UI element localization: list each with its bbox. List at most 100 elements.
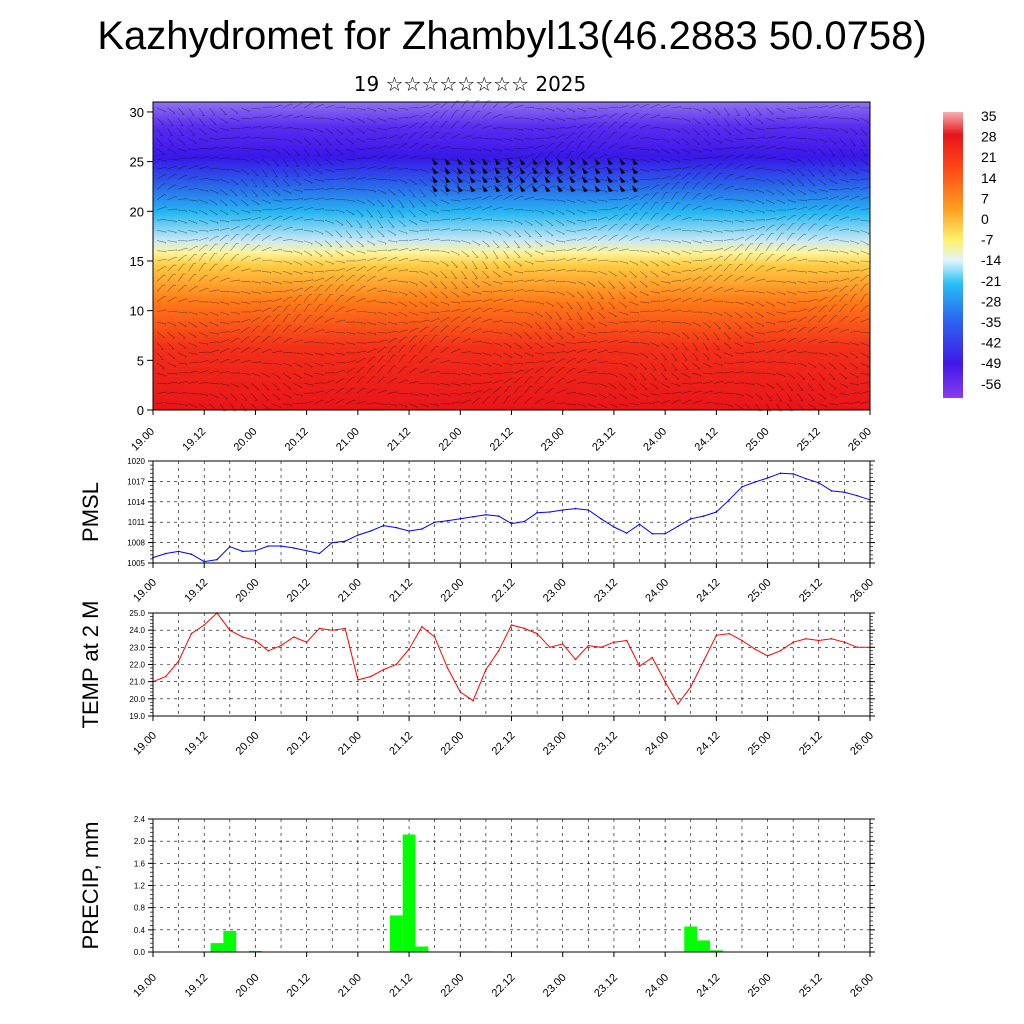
heatmap-x-tick-label: 25.00 <box>744 426 772 454</box>
y-tick-label: 21.0 <box>129 678 145 687</box>
x-tick-label: 26.00 <box>848 577 876 605</box>
heatmap-x-tick-label: 20.00 <box>232 426 260 454</box>
heatmap-x-tick-label: 23.00 <box>539 426 567 454</box>
wind-barb-flag <box>457 185 463 192</box>
pmsl-point <box>600 518 602 520</box>
pmsl-point <box>728 499 730 501</box>
colorbar-scale <box>943 112 963 398</box>
wind-barb-flag <box>544 176 551 183</box>
temp-point <box>715 634 718 637</box>
precip-bar <box>249 950 262 952</box>
x-tick-label: 20.12 <box>285 972 313 1000</box>
temp-point <box>613 641 615 643</box>
x-tick-label: 21.00 <box>336 577 364 605</box>
wind-barb-row <box>156 201 871 218</box>
y-tick-label: 1008 <box>127 539 145 548</box>
temp-point <box>638 665 641 667</box>
pmsl-point <box>229 545 231 548</box>
x-tick-label: 19.12 <box>182 972 210 1000</box>
pmsl-point <box>664 533 666 535</box>
pmsl-point <box>421 528 423 530</box>
x-tick-label: 22.12 <box>490 972 518 1000</box>
pmsl-point <box>267 545 270 547</box>
wind-barb-row <box>156 365 870 381</box>
temp-point <box>536 632 538 635</box>
pmsl-point <box>715 511 718 513</box>
temp-point <box>382 668 385 671</box>
pmsl-point <box>856 494 858 497</box>
temp-point <box>510 624 513 626</box>
x-tick-label: 23.00 <box>541 730 569 758</box>
wind-barb-flag <box>544 158 551 165</box>
wind-barb-row <box>156 385 871 402</box>
wind-barb-row <box>156 273 870 289</box>
y-tick-label: 1017 <box>127 477 145 486</box>
temp-point <box>254 639 257 642</box>
pmsl-point <box>485 513 487 516</box>
temp-point <box>472 699 474 702</box>
temp-point <box>305 641 308 643</box>
temp-point <box>165 675 167 678</box>
temp-2m-panel: 19.0 20.0 21.0 22.0 23.0 24.0 25.0 19.00 19.12 20… <box>78 601 876 758</box>
pmsl-point <box>446 520 449 522</box>
x-tick-label: 21.12 <box>387 577 415 605</box>
wind-barb-row <box>156 181 871 197</box>
y-tick-label: 1.2 <box>134 882 146 891</box>
wind-barb-row <box>156 252 870 269</box>
pmsl-point <box>638 523 641 525</box>
pmsl-point <box>677 525 679 528</box>
wind-barb-flag <box>619 185 626 192</box>
temp-axis-label: TEMP at 2 M <box>78 601 103 729</box>
x-tick-label: 22.12 <box>490 730 518 758</box>
x-tick-label: 25.12 <box>797 730 825 758</box>
colorbar-label: -21 <box>981 273 1001 289</box>
pmsl-point <box>318 552 321 555</box>
pmsl-point <box>357 534 359 536</box>
colorbar-label: 35 <box>981 108 997 124</box>
temp-point <box>190 632 193 635</box>
x-tick-label: 25.00 <box>746 972 774 1000</box>
heatmap-x-tick-label: 21.12 <box>385 426 413 454</box>
wind-barb-flag <box>632 158 638 165</box>
wind-barb-row <box>156 212 870 229</box>
x-tick-label: 26.00 <box>848 972 876 1000</box>
pmsl-point <box>536 511 538 514</box>
y-tick-label: 1014 <box>127 498 145 507</box>
pmsl-point <box>241 550 244 553</box>
pmsl-point <box>395 526 398 529</box>
wind-barb-flag <box>507 185 513 192</box>
wind-barb-row <box>156 191 871 208</box>
heatmap-x-tick-label: 25.12 <box>795 426 823 454</box>
wind-barb-flag <box>494 185 501 192</box>
pmsl-point <box>613 526 615 528</box>
temp-point <box>293 636 295 638</box>
wind-barb-flag <box>507 167 513 174</box>
pmsl-point <box>459 518 462 520</box>
pmsl-point <box>472 516 474 518</box>
wind-barb-flag <box>582 167 588 174</box>
temp-point <box>395 663 398 666</box>
y-tick-label: 1011 <box>128 518 146 527</box>
temp-point <box>241 636 244 638</box>
wind-barb-flag <box>432 176 438 183</box>
wind-barb-flag <box>557 176 563 183</box>
precip-axis-label: PRECIP, mm <box>78 822 103 950</box>
heatmap-x-tick-label: 23.12 <box>590 426 618 454</box>
x-tick-label: 21.12 <box>387 730 415 758</box>
colorbar-label: -7 <box>981 232 994 248</box>
precip-bar <box>389 915 403 952</box>
wind-barb-flag <box>469 185 476 192</box>
y-tick-label: 0.4 <box>134 926 146 935</box>
wind-barb-row <box>156 395 871 412</box>
wind-barb-flag <box>532 185 538 192</box>
wind-barb-row <box>156 293 869 310</box>
wind-barb-flag <box>557 185 563 192</box>
pmsl-point <box>754 481 756 483</box>
wind-barb-flag <box>619 176 626 183</box>
chart-subtitle: 19 ☆☆☆☆☆☆☆☆ 2025 <box>353 72 587 96</box>
temp-point <box>702 660 705 662</box>
wind-barb-row <box>156 263 871 279</box>
x-tick-label: 26.00 <box>848 730 876 758</box>
temp-point <box>625 639 628 642</box>
